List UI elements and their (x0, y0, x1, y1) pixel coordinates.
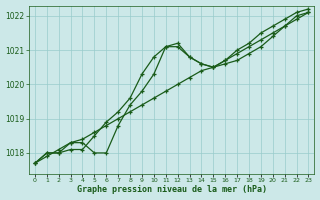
X-axis label: Graphe pression niveau de la mer (hPa): Graphe pression niveau de la mer (hPa) (77, 185, 267, 194)
